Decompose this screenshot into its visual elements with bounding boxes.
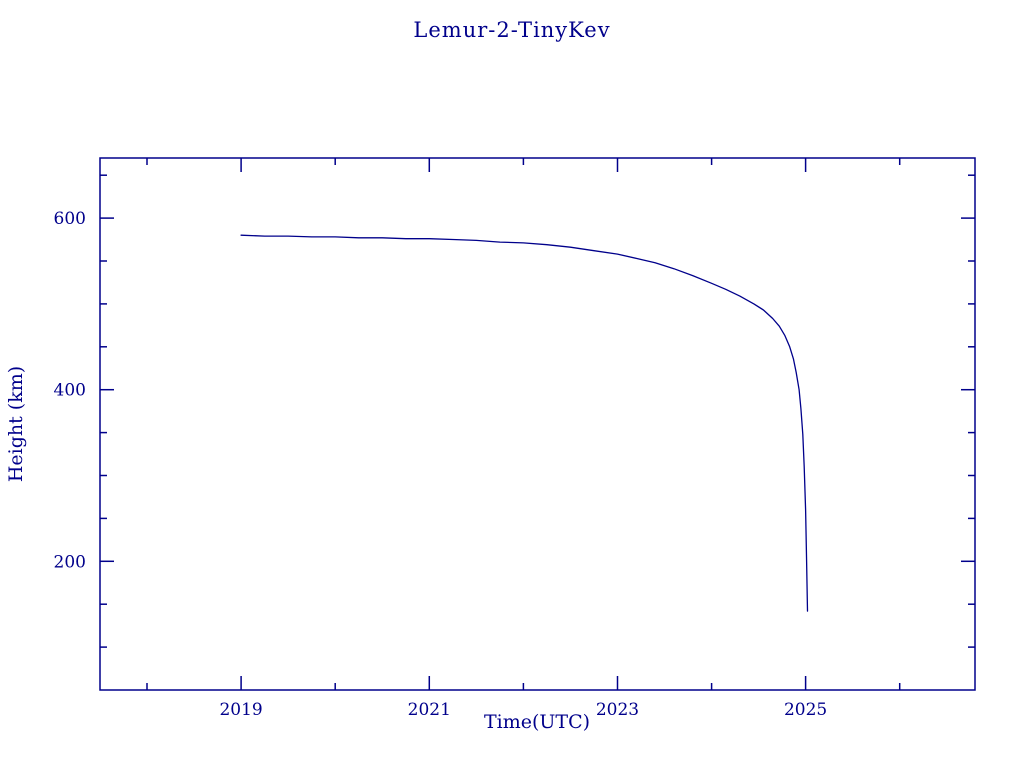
plot-area: 2019 2021 2023 2025 200 400 600 bbox=[54, 157, 976, 720]
svg-text:2019: 2019 bbox=[219, 700, 262, 720]
svg-text:2025: 2025 bbox=[784, 700, 827, 720]
svg-text:400: 400 bbox=[54, 381, 86, 401]
svg-text:2021: 2021 bbox=[408, 700, 451, 720]
chart-title: Lemur-2-TinyKev bbox=[413, 18, 610, 42]
x-axis-label: Time(UTC) bbox=[484, 711, 590, 733]
svg-text:2023: 2023 bbox=[596, 700, 639, 720]
svg-text:200: 200 bbox=[54, 552, 86, 572]
svg-text:600: 600 bbox=[54, 209, 86, 229]
y-axis-label: Height (km) bbox=[5, 366, 27, 482]
